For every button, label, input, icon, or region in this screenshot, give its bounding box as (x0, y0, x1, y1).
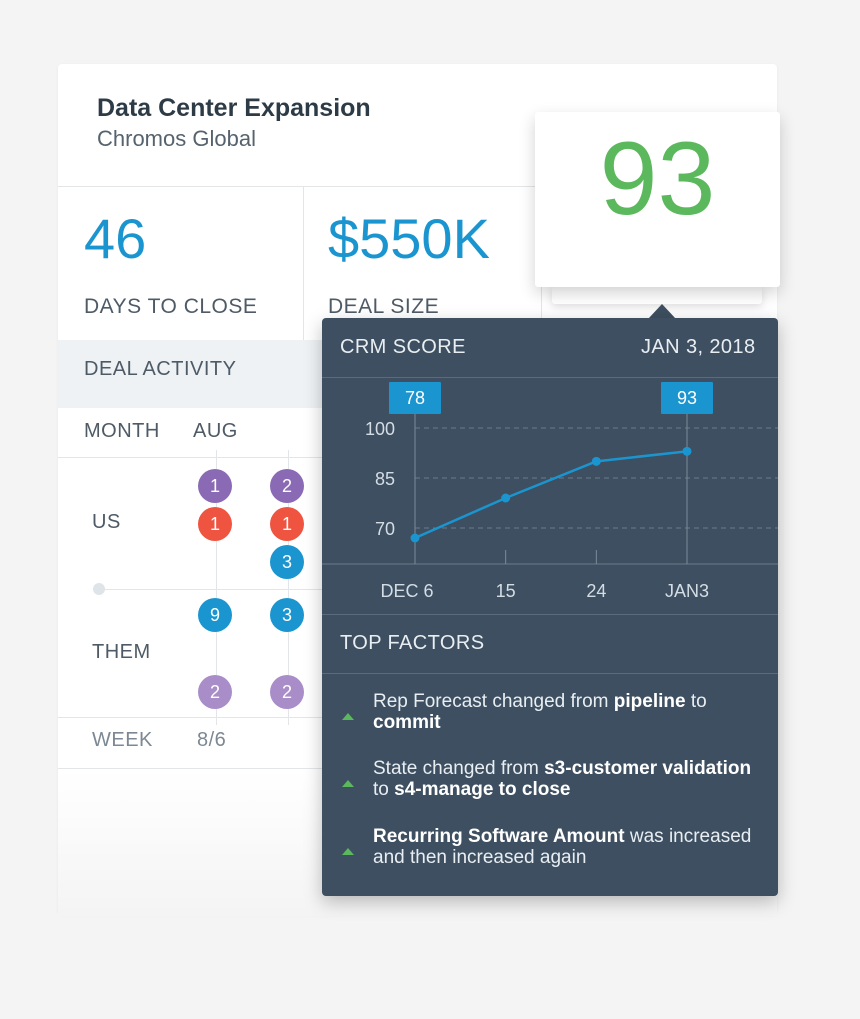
activity-dot[interactable]: 1 (270, 507, 304, 541)
activity-dot[interactable]: 9 (198, 598, 232, 632)
tooltip-divider (322, 614, 778, 615)
y-tick-label: 100 (365, 419, 395, 439)
divider (303, 187, 304, 340)
crm-score-tooltip (322, 318, 778, 896)
x-tick-label: JAN3 (665, 581, 709, 601)
deal-size-value: $550K (328, 207, 490, 270)
divider (58, 186, 777, 187)
data-point (501, 493, 511, 503)
top-factors-title: TOP FACTORS (340, 632, 485, 654)
factor-item: Recurring Software Amount was increased … (373, 826, 752, 868)
crm-score-card[interactable] (535, 112, 780, 287)
them-label: THEM (92, 641, 151, 663)
days-to-close-value: 46 (84, 207, 147, 270)
factor-item: Rep Forecast changed from pipeline to co… (373, 691, 707, 733)
tooltip-date: JAN 3, 2018 (641, 336, 756, 358)
timeline-column (216, 450, 217, 725)
deal-title[interactable]: Data Center Expansion (97, 94, 371, 122)
data-point (591, 456, 601, 466)
deal-activity-title: DEAL ACTIVITY (84, 358, 237, 380)
score-card-stack (552, 286, 762, 304)
month-label: MONTH (84, 420, 160, 442)
timeline-column (288, 450, 289, 725)
end-marker-badge-bg (661, 382, 713, 414)
data-point (410, 533, 420, 543)
y-tick-label: 85 (375, 469, 395, 489)
x-tick-label: 15 (496, 581, 516, 601)
tooltip-divider (322, 673, 778, 674)
up-arrow-icon (342, 780, 354, 787)
tooltip-caret (648, 304, 676, 319)
deal-size-label: DEAL SIZE (328, 295, 440, 318)
y-tick-label: 70 (375, 519, 395, 539)
start-marker-badge: 78 (405, 388, 425, 408)
x-tick-label: 24 (586, 581, 606, 601)
us-them-separator (100, 589, 322, 590)
tooltip-title: CRM SCORE (340, 336, 466, 358)
data-point (682, 446, 692, 456)
days-to-close-label: DAYS TO CLOSE (84, 295, 258, 318)
end-marker-badge: 93 (677, 388, 697, 408)
up-arrow-icon (342, 848, 354, 855)
timeline-handle[interactable] (93, 583, 105, 595)
tooltip-divider (322, 377, 778, 378)
activity-dot[interactable]: 1 (198, 507, 232, 541)
crm-score-value[interactable]: 93 (599, 121, 716, 237)
activity-dot[interactable]: 3 (270, 545, 304, 579)
x-tick-label: DEC 6 (380, 581, 433, 601)
deal-company[interactable]: Chromos Global (97, 126, 256, 151)
us-label: US (92, 511, 121, 533)
activity-dot[interactable]: 2 (270, 675, 304, 709)
activity-dot[interactable]: 2 (270, 469, 304, 503)
week-value: 8/6 (197, 729, 227, 751)
crm-score-chart: 100 85 70 DEC 6 15 24 JAN3 78 93 (322, 382, 778, 601)
activity-dot[interactable]: 3 (270, 598, 304, 632)
up-arrow-icon (342, 713, 354, 720)
start-marker-badge-bg (389, 382, 441, 414)
activity-dot[interactable]: 2 (198, 675, 232, 709)
month-value: AUG (193, 420, 238, 442)
activity-dot[interactable]: 1 (198, 469, 232, 503)
week-label: WEEK (92, 729, 153, 751)
series-line (414, 450, 688, 540)
factor-item: State changed from s3-customer validatio… (373, 758, 752, 800)
